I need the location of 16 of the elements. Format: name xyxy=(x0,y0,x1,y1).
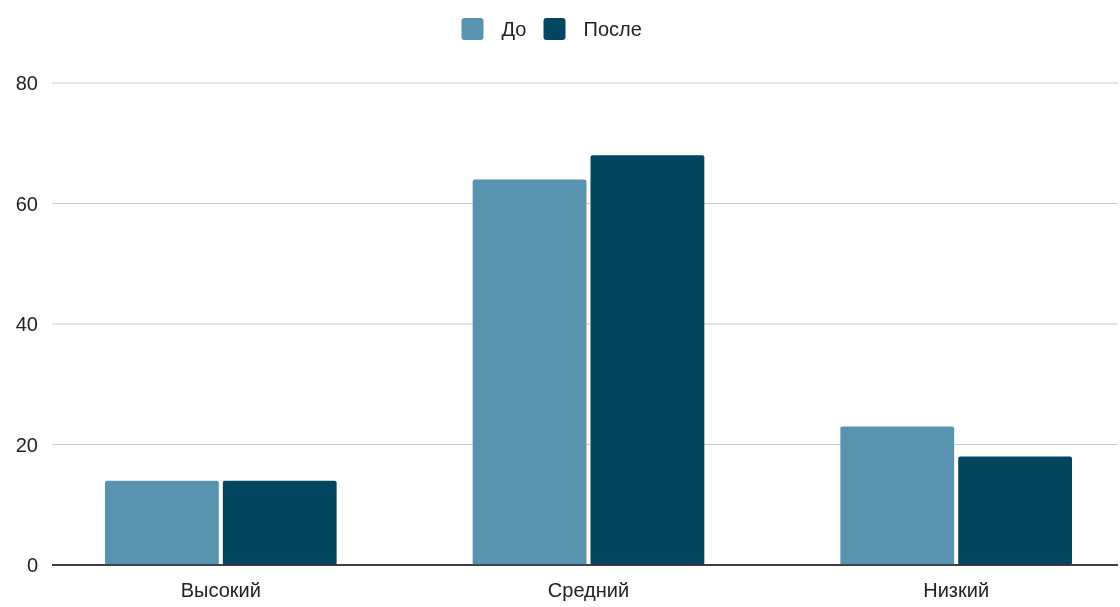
bar xyxy=(958,456,1072,565)
x-tick-label: Низкий xyxy=(923,579,990,601)
bar xyxy=(590,155,705,565)
y-tick-label: 20 xyxy=(15,433,38,456)
bar xyxy=(105,480,219,565)
y-tick-label: 80 xyxy=(15,72,38,94)
x-tick-label: Высокий xyxy=(180,579,261,601)
y-tick-label: 0 xyxy=(26,554,38,576)
y-tick-label: 60 xyxy=(15,192,38,215)
y-tick-label: 40 xyxy=(15,313,38,335)
bar xyxy=(222,480,337,565)
x-tick-label: Средний xyxy=(547,579,630,601)
legend-label: После xyxy=(583,18,642,40)
bar xyxy=(840,426,955,565)
bar xyxy=(472,179,587,565)
legend-label: До xyxy=(501,18,527,40)
